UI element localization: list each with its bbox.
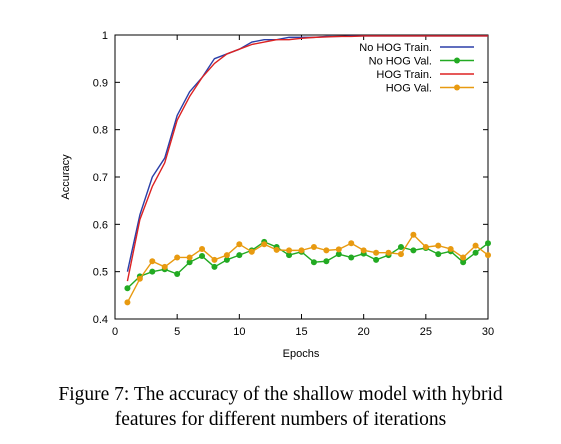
data-point-no-hog-val bbox=[124, 285, 131, 292]
legend-label-hog-train: HOG Train. bbox=[376, 69, 432, 81]
y-tick-label: 0.8 bbox=[93, 125, 108, 137]
data-point-hog-val bbox=[286, 247, 293, 254]
x-tick-label: 25 bbox=[420, 326, 432, 338]
data-point-hog-val bbox=[298, 247, 305, 254]
x-axis-title: Epochs bbox=[283, 348, 320, 360]
data-point-hog-val bbox=[248, 248, 255, 255]
x-tick-label: 10 bbox=[233, 326, 245, 338]
caption-line-2: features for different numbers of iterat… bbox=[114, 409, 447, 430]
data-point-no-hog-val bbox=[323, 258, 330, 265]
data-point-hog-val bbox=[124, 299, 131, 306]
data-point-hog-val bbox=[136, 275, 143, 282]
data-point-hog-val bbox=[472, 242, 479, 249]
data-point-hog-val bbox=[236, 241, 243, 248]
x-tick-label: 5 bbox=[174, 326, 180, 338]
x-tick-label: 20 bbox=[358, 326, 370, 338]
data-point-hog-val bbox=[435, 242, 442, 249]
y-axis-title: Accuracy bbox=[60, 154, 72, 200]
y-tick-label: 0.6 bbox=[93, 219, 108, 231]
series-line-no-hog-train bbox=[126, 35, 488, 272]
data-point-no-hog-val bbox=[211, 263, 218, 270]
plot-frame bbox=[114, 34, 489, 320]
data-point-hog-val bbox=[261, 241, 268, 248]
data-point-hog-val bbox=[460, 254, 467, 261]
data-point-hog-val bbox=[199, 245, 206, 252]
data-point-hog-val bbox=[397, 251, 404, 258]
legend-label-hog-val: HOG Val. bbox=[386, 83, 432, 95]
legend-marker-hog-val bbox=[454, 84, 460, 91]
series-layer bbox=[124, 35, 491, 306]
data-point-no-hog-val bbox=[335, 251, 342, 258]
data-point-no-hog-val bbox=[397, 244, 404, 251]
data-point-hog-val bbox=[335, 246, 342, 253]
data-point-no-hog-val bbox=[348, 254, 355, 261]
x-tick-label: 15 bbox=[295, 326, 307, 338]
data-point-hog-val bbox=[273, 246, 280, 253]
legend: No HOG Train. No HOG Val.HOG Train. HOG Va… bbox=[359, 42, 474, 95]
data-point-hog-val bbox=[447, 245, 454, 252]
legend-marker-no-hog-val bbox=[454, 57, 460, 64]
data-point-hog-val bbox=[348, 240, 355, 247]
y-tick-label: 0.4 bbox=[93, 314, 108, 326]
data-point-hog-val bbox=[211, 256, 218, 263]
tick-layer: 0 5 10 15 20 25 30 0.4 0.5 0.6 0.7 0.8 0.9 1 bbox=[93, 30, 494, 338]
y-tick-label: 1 bbox=[102, 30, 108, 42]
data-point-hog-val bbox=[485, 252, 491, 259]
figure-caption: Figure 7: The accuracy of the shallow mo… bbox=[0, 382, 561, 432]
data-point-no-hog-val bbox=[199, 253, 206, 260]
data-point-hog-val bbox=[360, 247, 367, 254]
line-chart: 0 5 10 15 20 25 30 0.4 0.5 0.6 0.7 0.8 0.9 1 No HOG T… bbox=[60, 30, 494, 360]
y-tick-label: 0.7 bbox=[93, 172, 108, 184]
legend-label-no-hog-val: No HOG Val. bbox=[369, 56, 432, 68]
x-tick-label: 30 bbox=[482, 326, 494, 338]
x-tick-label: 0 bbox=[112, 326, 118, 338]
data-point-no-hog-val bbox=[223, 256, 230, 263]
data-point-no-hog-val bbox=[149, 268, 156, 275]
series-line-hog-train bbox=[126, 35, 488, 282]
data-point-no-hog-val bbox=[373, 256, 380, 263]
data-point-no-hog-val bbox=[186, 259, 193, 266]
data-point-no-hog-val bbox=[310, 259, 317, 266]
data-point-hog-val bbox=[385, 249, 392, 256]
series-line-hog-val bbox=[126, 234, 489, 303]
data-point-no-hog-val bbox=[236, 252, 243, 259]
data-point-no-hog-val bbox=[410, 247, 417, 254]
data-point-hog-val bbox=[373, 249, 380, 256]
data-point-no-hog-val bbox=[174, 271, 181, 278]
data-point-no-hog-val bbox=[485, 240, 491, 247]
data-point-no-hog-val bbox=[286, 252, 293, 259]
data-point-hog-val bbox=[422, 244, 429, 251]
data-point-no-hog-val bbox=[435, 251, 442, 258]
data-point-hog-val bbox=[310, 244, 317, 251]
data-point-hog-val bbox=[323, 247, 330, 254]
data-point-hog-val bbox=[161, 263, 168, 270]
data-point-hog-val bbox=[174, 254, 181, 261]
caption-line-1: Figure 7: The accuracy of the shallow mo… bbox=[58, 384, 503, 405]
data-point-hog-val bbox=[149, 258, 156, 265]
data-point-no-hog-val bbox=[472, 249, 479, 256]
data-point-hog-val bbox=[410, 231, 417, 238]
data-point-no-hog-val bbox=[460, 259, 467, 266]
legend-label-no-hog-train: No HOG Train. bbox=[359, 42, 432, 54]
data-point-hog-val bbox=[223, 252, 230, 259]
data-point-hog-val bbox=[186, 254, 193, 261]
y-tick-label: 0.9 bbox=[93, 77, 108, 89]
y-tick-label: 0.5 bbox=[93, 267, 108, 279]
